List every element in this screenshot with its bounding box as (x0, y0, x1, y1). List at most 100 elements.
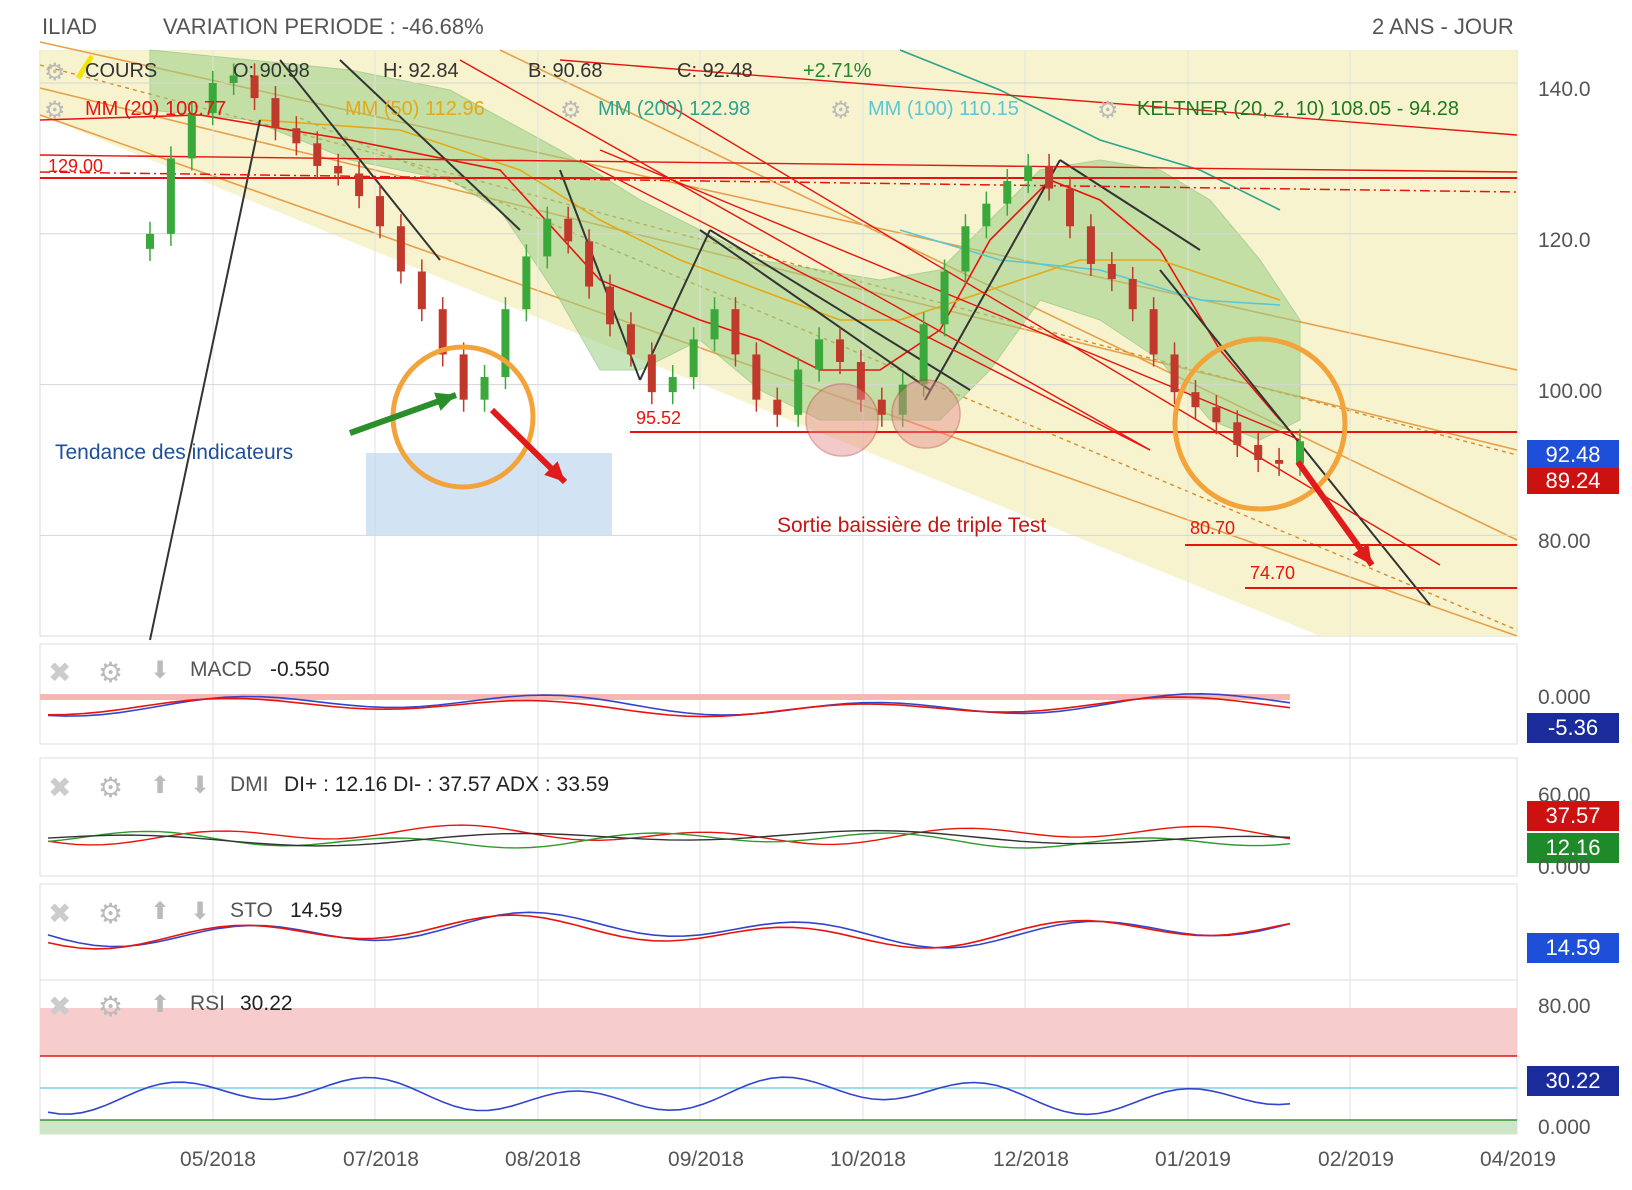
y-tick-100: 100.00 (1538, 380, 1603, 403)
candle-body (543, 218, 552, 257)
candle-body (773, 399, 782, 415)
macd-line (47, 692, 1291, 717)
dmi-top-tick: 60.00 (1538, 784, 1591, 807)
candle-body (166, 158, 175, 234)
trendline-black (699, 229, 931, 391)
period-label[interactable]: 2 ANS - JOUR (1372, 14, 1514, 39)
dmi-name: DMI (230, 773, 269, 796)
candle-body (417, 271, 426, 310)
candle-body (585, 241, 594, 287)
level-7470-label: 74.70 (1250, 563, 1296, 583)
candle-body (229, 75, 238, 83)
red-arrow-head (544, 461, 565, 482)
sto-value: 14.59 (290, 899, 343, 922)
indicator-panels (40, 692, 1517, 1134)
rsi-badge: 30.22 (1527, 1066, 1619, 1096)
gear-icon[interactable]: ⚙ (560, 97, 582, 124)
trendline-black (279, 59, 441, 261)
candle-body (856, 361, 865, 400)
gear-icon[interactable]: ⚙ (1097, 97, 1119, 124)
candle-body (1170, 354, 1179, 393)
candle-body (815, 339, 824, 370)
trendline-black (149, 119, 261, 641)
candle-body (919, 324, 928, 385)
candle-body (250, 75, 259, 99)
variation-periode: VARIATION PERIODE : -46.68% (163, 14, 484, 39)
test-circle (891, 379, 961, 449)
rsi-overbought-zone (40, 1008, 1517, 1056)
gear-icon[interactable]: ⚙ (830, 97, 852, 124)
candle-body (459, 354, 468, 400)
arrow-down-icon[interactable]: ⬇ (190, 772, 211, 799)
adx-line (47, 829, 1291, 847)
mm200-line (899, 49, 1281, 211)
arrow-up-icon[interactable]: ⬆ (150, 991, 171, 1018)
legend-close: C: 92.48 (677, 60, 753, 82)
legend-low: B: 90.68 (528, 60, 603, 82)
gear-icon[interactable]: ⚙ (98, 772, 124, 803)
level-9552-label: 95.52 (636, 408, 682, 428)
y-tick-80: 80.00 (1538, 530, 1591, 553)
sto-d-line (47, 914, 1291, 950)
rsi-top-tick: 80.00 (1538, 995, 1591, 1018)
candle-body (626, 324, 635, 355)
keltner-fill (149, 49, 1301, 441)
candle-body (1191, 392, 1200, 408)
legend-change: +2.71% (803, 60, 872, 82)
macd-name: MACD (190, 658, 252, 681)
orange-circle (1172, 336, 1348, 512)
x-tick: 08/2018 (505, 1148, 581, 1171)
x-tick: 02/2019 (1318, 1148, 1394, 1171)
candle-body (271, 98, 280, 129)
candle-body (355, 173, 364, 197)
candle-body (1212, 407, 1221, 423)
trendline-black (924, 159, 1061, 401)
candle-body (1045, 165, 1054, 189)
arrow-up-icon[interactable]: ⬆ (150, 772, 171, 799)
close-icon[interactable]: ✖ (48, 991, 72, 1022)
close-icon[interactable]: ✖ (48, 898, 72, 929)
arrow-up-icon[interactable]: ⬆ (150, 898, 171, 925)
candle-body (1066, 188, 1074, 227)
green-arrow-head (434, 392, 456, 411)
candle-body (1233, 422, 1242, 445)
keltner-band (149, 49, 1301, 441)
rsi-name: RSI (190, 992, 226, 1015)
x-tick: 04/2019 (1480, 1148, 1556, 1171)
level-8070-label: 80.70 (1190, 518, 1236, 538)
candle-body (961, 226, 970, 272)
ticker-name: ILIAD (42, 14, 98, 39)
sto-badge: 14.59 (1527, 933, 1619, 963)
sortie-label: Sortie baissière de triple Test (777, 514, 1047, 537)
trendline-black (1059, 159, 1201, 251)
gear-icon[interactable]: ⚙ (98, 898, 124, 929)
candle-body (334, 165, 343, 174)
candle-body (710, 309, 719, 340)
candle-body (647, 354, 656, 393)
candle-body (1254, 444, 1263, 460)
level-dashdot (39, 171, 1518, 193)
gear-icon[interactable]: ⚙ (44, 59, 66, 86)
candle-body (752, 354, 761, 400)
trendline-red (39, 154, 1518, 173)
candle-body (606, 286, 614, 325)
gear-icon[interactable]: ⚙ (44, 97, 66, 124)
macd-badge: -5.36 (1527, 713, 1619, 743)
close-icon[interactable]: ✖ (48, 772, 72, 803)
tendance-label: Tendance des indicateurs (55, 441, 294, 464)
candle-body (1296, 441, 1304, 464)
mm20-line (39, 114, 1281, 421)
candle-body (292, 128, 301, 144)
x-tick: 05/2018 (180, 1148, 256, 1171)
dmi-panel-frame (39, 757, 1518, 877)
close-icon[interactable]: ✖ (48, 657, 72, 688)
arrow-down-icon[interactable]: ⬇ (190, 898, 211, 925)
gear-icon[interactable]: ⚙ (98, 991, 124, 1022)
price-badge: 92.48 (1527, 440, 1619, 470)
y-tick-120: 120.0 (1538, 229, 1591, 252)
arrow-down-icon[interactable]: ⬇ (150, 657, 171, 684)
candle-body (480, 377, 489, 400)
candle-body (501, 309, 510, 378)
gear-icon[interactable]: ⚙ (98, 657, 124, 688)
